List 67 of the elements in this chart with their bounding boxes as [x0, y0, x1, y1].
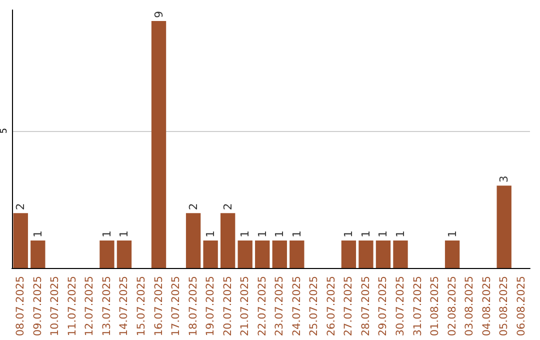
bar [220, 213, 236, 268]
x-tick-label: 26.07.2025 [325, 276, 338, 336]
data-label: 3 [498, 176, 511, 183]
data-label: 1 [204, 230, 218, 238]
data-label: 1 [100, 230, 114, 238]
x-tick-label: 21.07.2025 [239, 276, 252, 336]
x-tick-label: 23.07.2025 [274, 276, 286, 336]
x-tick-label: 12.07.2025 [84, 276, 96, 336]
x-tick-label: 04.08.2025 [480, 276, 493, 336]
x-tick-label: 28.07.2025 [360, 276, 372, 336]
x-tick-label: 20.07.2025 [222, 276, 234, 336]
x-tick-label: 31.07.2025 [412, 276, 424, 336]
data-label: 2 [186, 203, 200, 210]
bar [186, 213, 201, 268]
y-tick-label: 5 [0, 128, 10, 134]
bar [358, 240, 374, 268]
bar [30, 240, 46, 268]
x-tick-label: 09.07.2025 [32, 276, 44, 336]
x-tick-label: 25.07.2025 [308, 276, 320, 336]
bar [393, 240, 408, 268]
data-label: 1 [31, 230, 44, 238]
bar [341, 240, 356, 268]
bar [496, 186, 512, 268]
x-tick-label: 05.08.2025 [498, 276, 510, 336]
x-tick-label: 29.07.2025 [377, 276, 390, 336]
bar [100, 240, 114, 268]
bar [272, 240, 287, 268]
x-tick-label: 06.08.2025 [515, 276, 528, 336]
bar [13, 213, 28, 268]
x-tick-label: 18.07.2025 [187, 276, 200, 336]
bar [203, 240, 218, 268]
x-tick-label: 11.07.2025 [66, 276, 78, 336]
data-label: 1 [446, 230, 459, 238]
bar [116, 240, 132, 268]
x-tick-label: 17.07.2025 [170, 276, 182, 336]
bar [151, 20, 166, 268]
bar [290, 240, 304, 268]
bar [444, 240, 460, 268]
x-tick-label: 15.07.2025 [136, 276, 148, 336]
data-label: 1 [376, 230, 390, 238]
x-tick-label: 19.07.2025 [204, 276, 217, 336]
data-label: 1 [342, 230, 356, 238]
data-label: 1 [359, 230, 372, 238]
data-label: 1 [238, 230, 252, 238]
x-tick-label: 27.07.2025 [342, 276, 355, 336]
x-tick-label: 03.08.2025 [464, 276, 476, 336]
x-tick-label: 24.07.2025 [290, 276, 303, 336]
bar [376, 240, 391, 268]
x-tick-label: 08.07.2025 [14, 276, 27, 336]
data-label: 1 [118, 230, 131, 238]
x-tick-label: 14.07.2025 [118, 276, 130, 336]
data-label: 1 [256, 230, 269, 238]
x-tick-label: 02.08.2025 [446, 276, 458, 336]
data-label: 1 [394, 230, 407, 238]
x-tick-label: 10.07.2025 [49, 276, 62, 336]
x-tick-label: 30.07.2025 [394, 276, 406, 336]
data-label: 2 [221, 203, 234, 210]
data-label: 1 [273, 230, 286, 238]
bar [255, 240, 270, 268]
data-label: 1 [290, 230, 304, 238]
x-tick-label: 22.07.2025 [256, 276, 268, 336]
bar [238, 240, 252, 268]
x-tick-label: 16.07.2025 [152, 276, 165, 336]
data-label: 2 [14, 203, 28, 210]
data-label: 9 [152, 10, 166, 18]
x-tick-label: 13.07.2025 [100, 276, 113, 336]
x-tick-label: 01.08.2025 [429, 276, 442, 336]
